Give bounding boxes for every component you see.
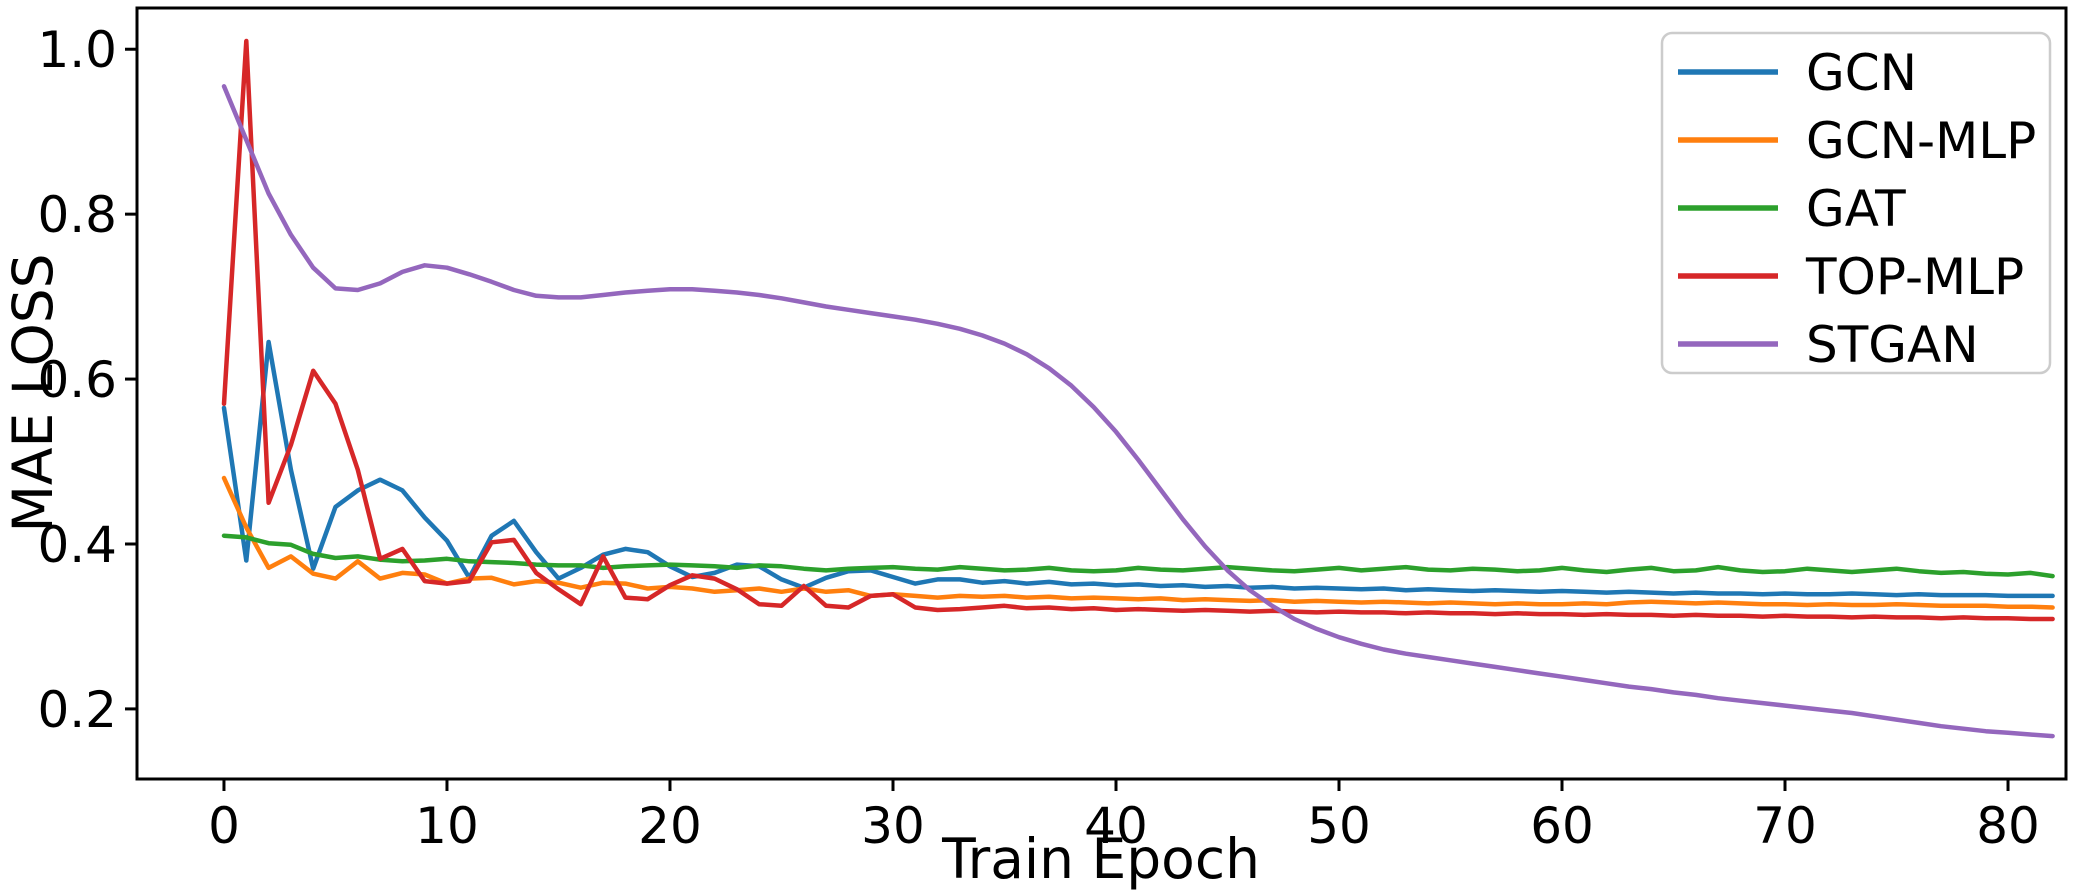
- series-line-gcn: [221, 339, 2055, 599]
- y-tick-label: 0.2: [37, 681, 117, 739]
- legend-label: GCN: [1806, 44, 1917, 102]
- x-tick-label: 10: [415, 797, 479, 855]
- legend-label: GAT: [1806, 180, 1906, 238]
- x-axis-label: Train Epoch: [941, 827, 1260, 891]
- legend-label: GCN-MLP: [1806, 112, 2036, 170]
- legend: GCN GCN-MLP GAT TOP-MLP STGAN: [1660, 31, 2052, 375]
- legend-item-gat: GAT: [1678, 180, 1906, 238]
- legend-label: TOP-MLP: [1805, 248, 2024, 306]
- legend-item-gcn-mlp: GCN-MLP: [1678, 112, 2036, 170]
- legend-label: STGAN: [1806, 316, 1979, 374]
- y-tick-label: 1.0: [37, 21, 117, 79]
- series-line-gcn-mlp: [221, 475, 2055, 610]
- x-tick-label: 70: [1753, 797, 1817, 855]
- series-line-stgan: [221, 84, 2055, 739]
- x-tick-label: 60: [1530, 797, 1594, 855]
- x-tick-label: 20: [638, 797, 702, 855]
- y-axis-label: MAE LOSS: [1, 253, 65, 532]
- x-tick-label: 80: [1976, 797, 2040, 855]
- legend-item-top-mlp: TOP-MLP: [1678, 248, 2024, 306]
- y-tick-label: 0.8: [37, 186, 117, 244]
- legend-item-stgan: STGAN: [1678, 316, 1979, 374]
- x-tick-label: 30: [861, 797, 925, 855]
- plot-border: [135, 6, 2068, 781]
- x-tick-label: 0: [208, 797, 240, 855]
- legend-item-gcn: GCN: [1678, 44, 1917, 102]
- series-line-top-mlp: [221, 38, 2055, 622]
- x-tick-label: 50: [1307, 797, 1371, 855]
- y-tick-label: 0.6: [37, 351, 117, 409]
- x-tick-label: 40: [1084, 797, 1148, 855]
- legend-box: [1660, 31, 2052, 375]
- y-tick-label: 0.4: [37, 516, 117, 574]
